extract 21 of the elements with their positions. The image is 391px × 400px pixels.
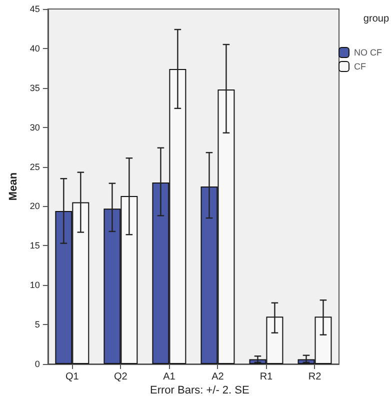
y-tick-label: 0 bbox=[34, 359, 40, 369]
y-tick-label: 20 bbox=[30, 201, 40, 212]
y-axis-title: Mean bbox=[8, 172, 20, 201]
x-tick-label: Q2 bbox=[114, 372, 128, 382]
y-tick-label: 45 bbox=[30, 4, 40, 14]
y-tick-label: 10 bbox=[30, 280, 40, 290]
y-tick-label: 35 bbox=[30, 82, 40, 93]
x-tick-label: A1 bbox=[163, 372, 176, 382]
x-tick-label: R1 bbox=[260, 372, 274, 382]
x-tick-label: R2 bbox=[308, 372, 322, 382]
x-tick-label: Q1 bbox=[65, 372, 80, 382]
y-tick-label: 5 bbox=[34, 320, 40, 330]
legend-title: group bbox=[363, 14, 390, 24]
x-tick-label: A2 bbox=[212, 372, 224, 382]
legend-label: CF bbox=[354, 62, 366, 72]
y-tick-label: 40 bbox=[30, 43, 40, 54]
y-tick-label: 25 bbox=[30, 162, 40, 172]
legend-label: NO CF bbox=[354, 48, 382, 58]
y-tick-label: 15 bbox=[30, 240, 40, 251]
y-tick-label: 30 bbox=[30, 122, 40, 132]
text: Error Bars: +/- 2. SE bbox=[150, 384, 250, 396]
